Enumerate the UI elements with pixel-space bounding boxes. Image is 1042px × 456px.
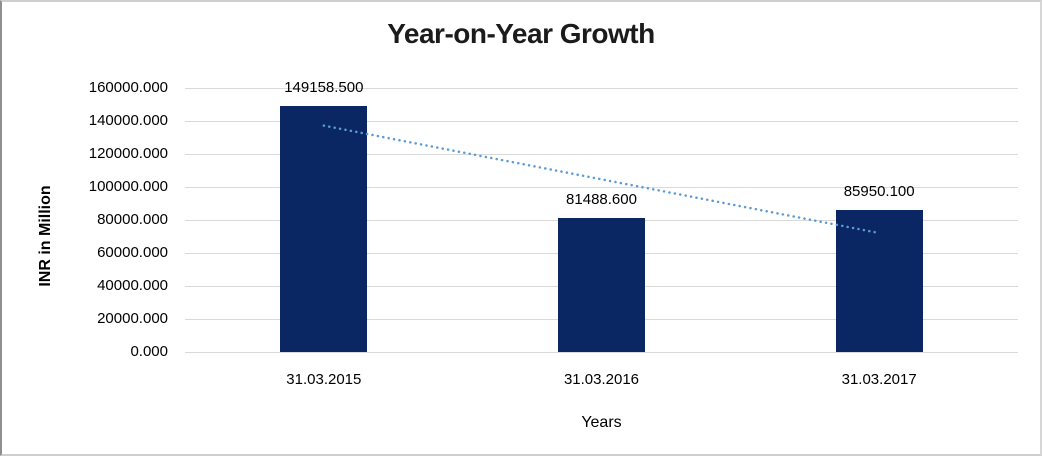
gridline: [185, 352, 1018, 353]
gridline: [185, 121, 1018, 122]
y-axis-tick-label: 20000.000: [97, 310, 168, 327]
x-axis-title: Years: [581, 414, 622, 431]
y-axis-tick-label: 120000.000: [88, 145, 168, 162]
bar-31.03.2017: [835, 210, 923, 352]
data-label: 81488.600: [566, 190, 637, 208]
y-axis-tick-label: 100000.000: [88, 178, 168, 195]
y-axis-tick-label: 60000.000: [97, 244, 168, 261]
y-axis-tick-label: 160000.000: [88, 79, 168, 96]
bar-31.03.2016: [558, 217, 645, 352]
x-axis-category-label: 31.03.2017: [841, 371, 917, 388]
y-axis-title: INR in Million: [37, 185, 54, 287]
data-label: 85950.100: [843, 183, 915, 201]
x-axis-category-label: 31.03.2016: [563, 371, 640, 388]
data-label: 149158.500: [284, 78, 364, 96]
x-axis-category-label: 31.03.2015: [286, 371, 362, 388]
y-axis-tick-label: 0.000: [130, 343, 168, 360]
gridline: [185, 88, 1018, 89]
bar-31.03.2015: [280, 105, 368, 352]
y-axis-tick-label: 80000.000: [97, 211, 168, 228]
y-axis-tick-label: 40000.000: [97, 277, 168, 294]
y-axis-tick-label: 140000.000: [88, 112, 168, 129]
chart-title: Year-on-Year Growth: [387, 18, 655, 49]
